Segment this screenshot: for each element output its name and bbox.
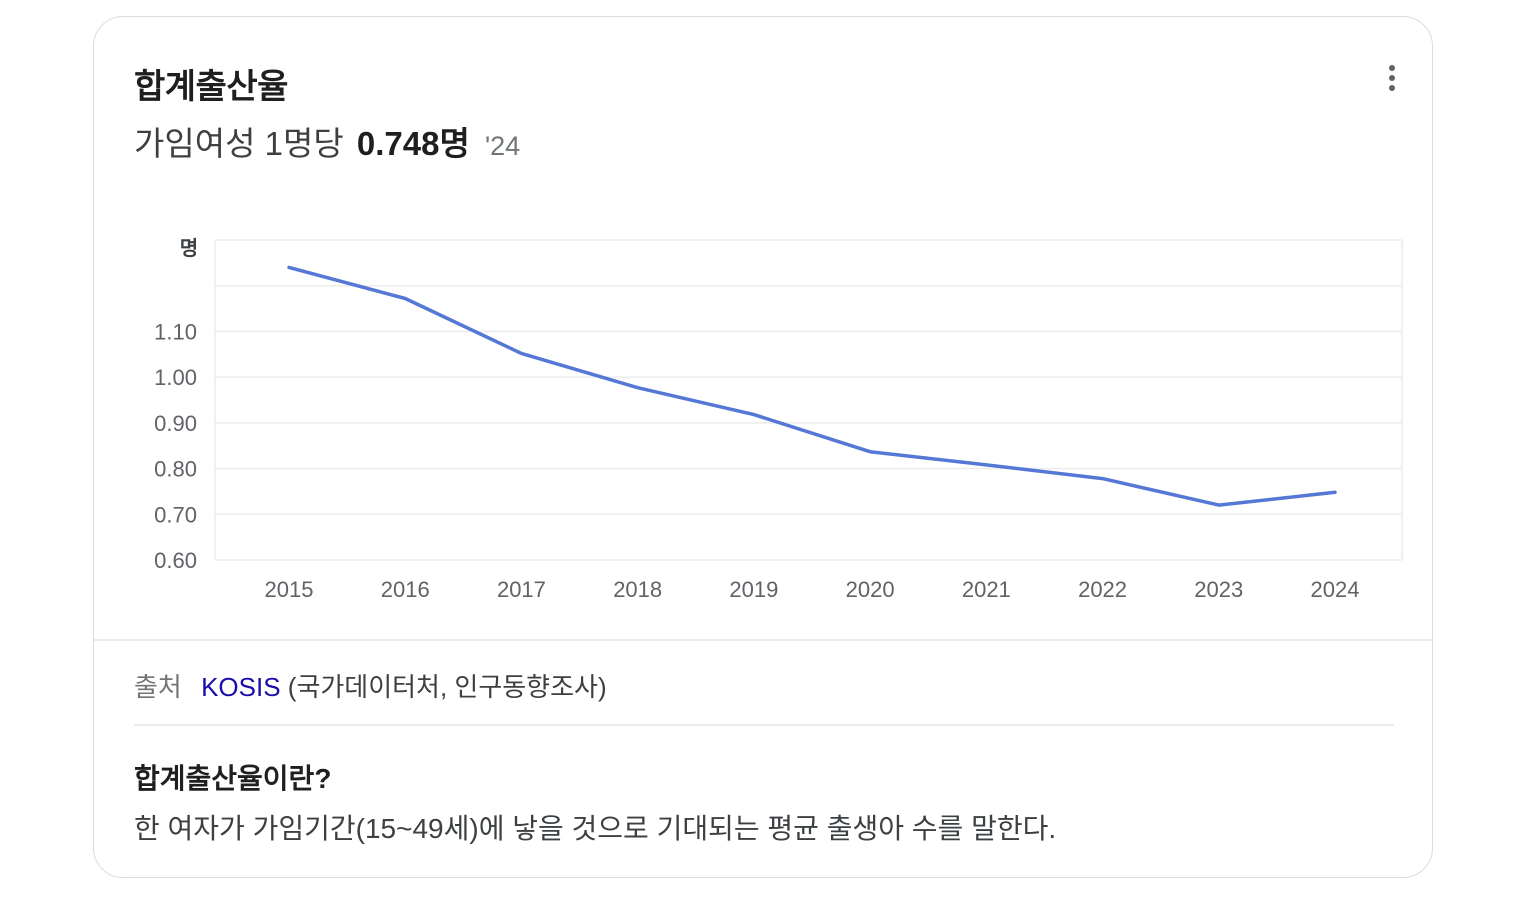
y-tick-label: 0.60 xyxy=(154,548,197,573)
x-tick-label: 2022 xyxy=(1078,577,1127,602)
x-tick-label: 2023 xyxy=(1194,577,1243,602)
y-tick-label: 0.70 xyxy=(154,502,197,527)
source-label: 출처 xyxy=(134,672,182,702)
x-tick-label: 2018 xyxy=(613,577,662,602)
x-tick-label: 2017 xyxy=(497,577,546,602)
more-vertical-icon[interactable] xyxy=(1380,65,1404,101)
source-detail: (국가데이터처, 인구동향조사) xyxy=(287,672,607,702)
subtitle-prefix: 가임여성 1명당 xyxy=(134,125,344,162)
y-axis-unit-label: 명 xyxy=(180,237,198,260)
x-tick-label: 2019 xyxy=(729,577,778,602)
headline-value: 0.748명 xyxy=(356,125,470,162)
y-tick-label: 0.80 xyxy=(154,457,197,482)
fertility-rate-card: 합계출산율 가임여성 1명당 0.748명 '24 0.60 0.70 0.80 0.… xyxy=(93,16,1433,878)
y-tick-label: 0.90 xyxy=(154,411,197,436)
y-tick-label: 1.10 xyxy=(154,319,197,344)
definition-divider xyxy=(134,724,1394,726)
x-tick-label: 2020 xyxy=(846,577,895,602)
definition-text: 한 여자가 가임기간(15~49세)에 낳을 것으로 기대되는 평균 출생아 수… xyxy=(134,813,1057,844)
x-tick-label: 2016 xyxy=(381,577,430,602)
x-tick-label: 2024 xyxy=(1311,577,1360,602)
series-line xyxy=(287,265,1337,507)
headline-year: '24 xyxy=(484,131,521,161)
source-line: 출처 KOSIS (국가데이터처, 인구동향조사) xyxy=(134,667,607,704)
definition-title: 합계출산율이란? xyxy=(134,763,332,794)
section-divider xyxy=(94,639,1432,641)
headline-stat: 가임여성 1명당 0.748명 '24 xyxy=(134,117,520,165)
x-tick-label: 2021 xyxy=(962,577,1011,602)
x-tick-label: 2015 xyxy=(265,577,314,602)
card-title: 합계출산율 xyxy=(134,68,288,106)
line-chart: 0.60 0.70 0.80 0.90 1.00 1.10 2015 2016 2017 201… xyxy=(154,237,1403,602)
source-link[interactable]: KOSIS xyxy=(201,672,281,702)
y-tick-label: 1.00 xyxy=(154,365,197,390)
